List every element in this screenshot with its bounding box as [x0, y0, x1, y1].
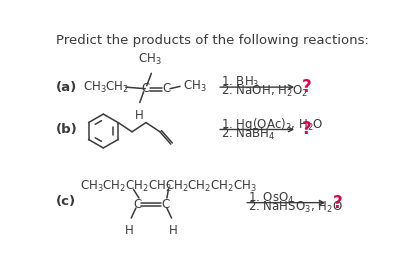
- Text: (b): (b): [56, 123, 78, 136]
- Text: CH$_2$CH$_2$CH$_2$CH$_3$: CH$_2$CH$_2$CH$_2$CH$_3$: [165, 179, 257, 194]
- Text: 1. BH$_3$: 1. BH$_3$: [221, 75, 260, 90]
- Text: H: H: [169, 224, 177, 237]
- Text: CH$_3$CH$_2$: CH$_3$CH$_2$: [83, 79, 130, 95]
- Text: 1. OsO$_4$: 1. OsO$_4$: [248, 191, 295, 206]
- Text: 2. NaOH, H$_2$O$_2$: 2. NaOH, H$_2$O$_2$: [221, 84, 308, 99]
- Text: C: C: [133, 198, 142, 211]
- Text: 1. Hg(OAc)$_2$, H$_2$O: 1. Hg(OAc)$_2$, H$_2$O: [221, 116, 324, 133]
- Text: CH$_3$CH$_2$CH$_2$CH$_2$: CH$_3$CH$_2$CH$_2$CH$_2$: [80, 179, 172, 194]
- Text: 2. NaBH$_4$: 2. NaBH$_4$: [221, 127, 276, 142]
- Text: ?: ?: [333, 194, 343, 212]
- Text: C: C: [141, 82, 149, 95]
- Text: CH$_3$: CH$_3$: [183, 79, 207, 94]
- Text: Predict the products of the following reactions:: Predict the products of the following re…: [56, 34, 369, 47]
- Text: H: H: [135, 109, 144, 122]
- Text: H: H: [125, 224, 134, 237]
- Text: ?: ?: [302, 78, 311, 96]
- Text: CH$_3$: CH$_3$: [138, 52, 162, 67]
- Text: ?: ?: [302, 120, 311, 138]
- Text: (a): (a): [56, 81, 77, 94]
- Text: C: C: [162, 82, 170, 95]
- Text: C: C: [161, 198, 169, 211]
- Text: (c): (c): [56, 195, 76, 208]
- Text: 2. NaHSO$_3$, H$_2$O: 2. NaHSO$_3$, H$_2$O: [248, 200, 343, 215]
